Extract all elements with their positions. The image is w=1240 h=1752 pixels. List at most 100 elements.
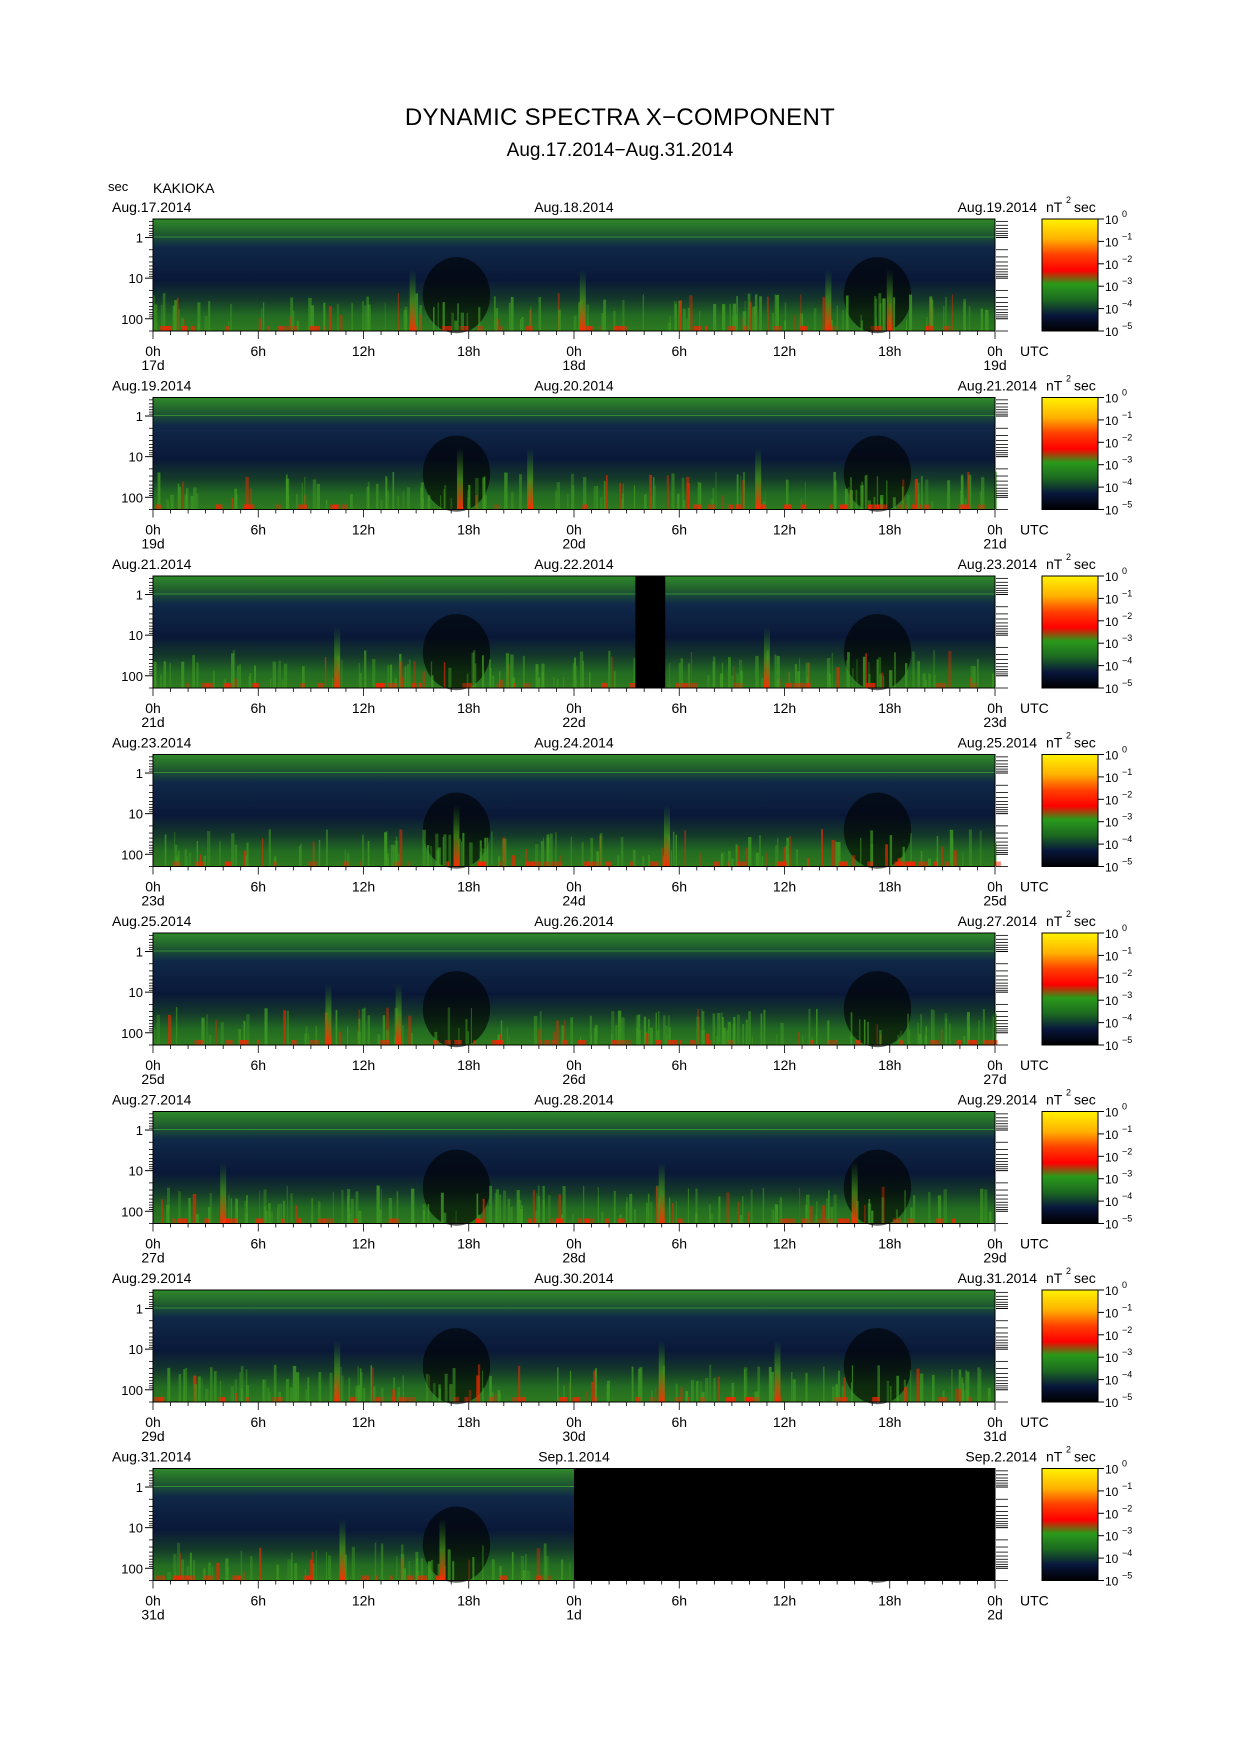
spectral-streak — [882, 675, 885, 688]
x-tick-label: 0h — [145, 879, 161, 895]
spectral-streak — [658, 1011, 660, 1045]
power-band — [855, 1040, 861, 1045]
spectral-streak — [687, 1188, 689, 1224]
colorbar-label: 10 — [1105, 213, 1119, 227]
power-band — [574, 1397, 581, 1402]
panel-start-date: Aug.25.2014 — [112, 913, 192, 929]
power-band — [898, 504, 902, 510]
power-band — [523, 683, 531, 688]
spectral-streak — [313, 846, 315, 867]
burst-event — [755, 447, 762, 510]
spectral-streak — [984, 1189, 988, 1224]
spectral-streak — [518, 1200, 522, 1224]
spectral-streak — [760, 1013, 763, 1045]
day-label: 25d — [983, 893, 1006, 909]
power-band — [679, 1040, 682, 1045]
colorbar-exponent: 0 — [1122, 923, 1127, 933]
colorbar-exponent: −4 — [1122, 1013, 1132, 1023]
spectral-streak — [607, 1380, 610, 1402]
spectral-streak — [268, 829, 271, 867]
spectral-streak — [263, 1379, 267, 1402]
colorbar-label: 10 — [1105, 771, 1119, 785]
spectral-streak — [482, 1198, 485, 1224]
spectral-streak — [312, 479, 317, 510]
spectral-streak — [475, 495, 478, 510]
quiet-region — [422, 614, 491, 691]
colorbar — [1041, 1468, 1099, 1581]
spectral-streak — [385, 853, 389, 867]
y-tick-label: 1 — [136, 945, 143, 960]
spectral-streak — [763, 1009, 766, 1045]
spectral-streak — [797, 671, 800, 688]
power-band — [630, 861, 635, 867]
spectral-streak — [914, 478, 918, 510]
spectral-streak — [901, 486, 904, 510]
x-tick-label: 0h — [566, 700, 582, 716]
spectral-streak — [731, 1382, 735, 1402]
spectral-streak — [835, 1384, 839, 1402]
spectral-streak — [177, 854, 179, 867]
x-tick-label: 6h — [250, 1236, 266, 1252]
power-band — [477, 326, 484, 331]
spectral-streak — [285, 474, 288, 510]
spectral-streak — [844, 488, 848, 510]
spectral-streak — [928, 858, 931, 867]
power-band — [232, 1575, 242, 1581]
spectral-streak — [375, 484, 379, 510]
spectral-streak — [525, 1554, 527, 1581]
spectral-streak — [431, 675, 434, 688]
panel-start-date: Aug.21.2014 — [112, 556, 192, 572]
spectral-streak — [664, 1025, 668, 1045]
spectral-streak — [215, 1019, 217, 1045]
spectral-streak — [339, 314, 343, 331]
colorbar-label: 10 — [1105, 1485, 1119, 1499]
power-band — [587, 326, 595, 331]
power-band — [585, 1218, 595, 1224]
power-band — [907, 1218, 915, 1224]
spectral-streak — [248, 676, 250, 688]
power-band — [801, 326, 808, 331]
power-band — [578, 1218, 583, 1224]
spectral-streak — [523, 1570, 525, 1581]
power-band — [543, 861, 551, 867]
spectral-streak — [932, 1374, 935, 1402]
spectral-streak — [611, 1033, 613, 1045]
spectral-streak — [570, 836, 572, 867]
power-band — [699, 1397, 706, 1402]
colorbar-exponent: −1 — [1122, 1124, 1132, 1134]
spectral-streak — [736, 1014, 740, 1045]
spectral-streak — [167, 1571, 171, 1581]
panel-start-date: Aug.17.2014 — [112, 199, 192, 215]
spectral-streak — [722, 495, 724, 510]
colorbar — [1041, 575, 1099, 689]
power-band — [583, 861, 590, 867]
spectral-streak — [389, 664, 393, 688]
colorbar-exponent: −4 — [1122, 299, 1132, 309]
colorbar-exponent: −5 — [1122, 321, 1132, 331]
power-band — [533, 1218, 537, 1224]
spectral-streak — [727, 1021, 731, 1045]
spectral-streak — [601, 313, 605, 331]
spectral-streak — [634, 1208, 636, 1224]
spectral-streak — [894, 652, 896, 688]
spectral-streak — [967, 472, 970, 510]
spectral-streak — [740, 476, 742, 510]
spectral-streak — [521, 1205, 523, 1224]
spectral-streak — [420, 487, 423, 510]
spectral-streak — [815, 1214, 817, 1224]
spectral-streak — [231, 498, 234, 510]
spectra-panel-5: Aug.25.2014 Aug.26.2014 Aug.27.20141101000… — [112, 909, 1132, 1087]
spectral-streak — [675, 1383, 678, 1402]
spectral-streak — [742, 311, 747, 331]
spectral-streak — [590, 837, 594, 867]
spectral-streak — [863, 1019, 866, 1045]
spectral-streak — [415, 293, 419, 331]
colorbar-unit-sup: 2 — [1066, 374, 1071, 384]
power-band — [375, 683, 384, 688]
colorbar-label: 10 — [1105, 1374, 1119, 1388]
spectral-streak — [486, 1205, 490, 1224]
x-tick-label: 6h — [250, 343, 266, 359]
spectral-streak — [539, 1011, 542, 1045]
x-tick-label: 18h — [457, 1236, 480, 1252]
